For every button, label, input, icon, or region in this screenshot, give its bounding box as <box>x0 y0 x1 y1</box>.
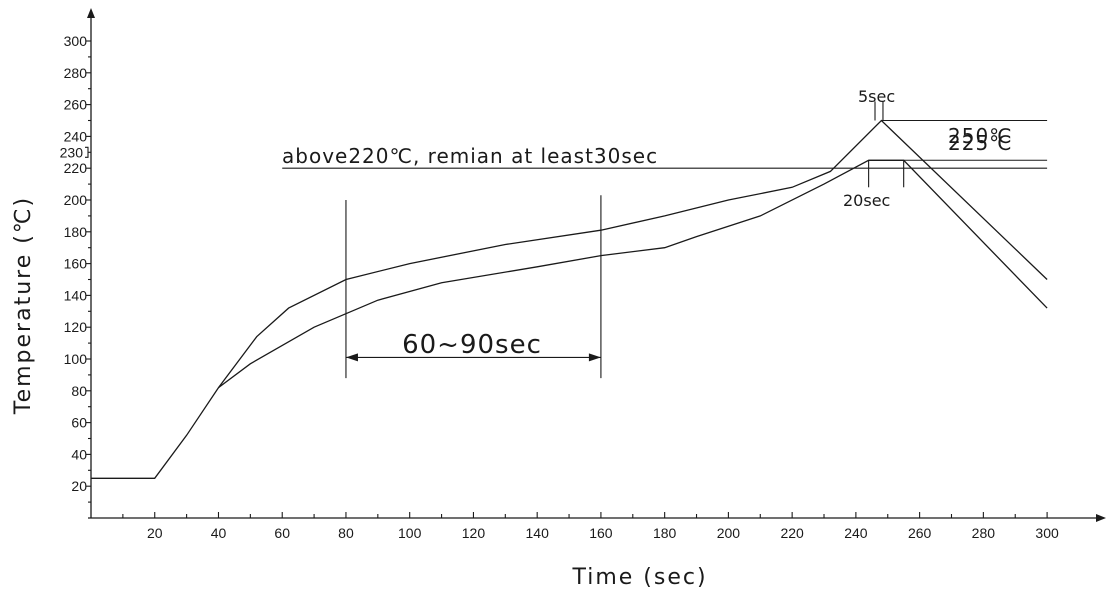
series-group <box>91 119 1048 479</box>
x-tick-label-240: 240 <box>844 525 868 541</box>
x-tick-label-120: 120 <box>462 525 486 541</box>
y-tick-label-160: 160 <box>64 256 88 272</box>
y-tick-label-100: 100 <box>64 351 88 367</box>
y-tick-label-140: 140 <box>64 287 88 303</box>
y-tick-label-240: 240 <box>64 128 88 144</box>
above-220-label: above220℃, remian at least30sec <box>282 144 658 168</box>
x-tick-label-40: 40 <box>211 525 227 541</box>
y-tick-label-230: 230 <box>60 144 84 160</box>
soak-arrow-right-head <box>588 353 601 362</box>
series-curve-1 <box>91 119 1048 479</box>
x-tick-label-80: 80 <box>338 525 354 541</box>
x-tick-label-200: 200 <box>717 525 741 541</box>
soak-window-label: 60~90sec <box>402 330 542 360</box>
x-tick-label-280: 280 <box>972 525 996 541</box>
x-tick-label-20: 20 <box>147 525 163 541</box>
plateau-time-label: 20sec <box>843 191 890 210</box>
y-axis-arrow <box>87 8 95 18</box>
peak-time-label: 5sec <box>858 87 895 106</box>
annotations: above220℃, remian at least30sec 60~90sec… <box>282 87 1048 379</box>
y-tick-label-300: 300 <box>64 33 88 49</box>
y-tick-label-280: 280 <box>64 65 88 81</box>
x-ticks: 20 40 60 80 100 120 140 160 180 200 220 240 260 280 30… <box>122 512 1059 541</box>
x-tick-label-100: 100 <box>398 525 422 541</box>
y-tick-label-80: 80 <box>71 383 87 399</box>
plateau-225-label: 225℃ <box>948 131 1013 155</box>
x-tick-label-160: 160 <box>589 525 613 541</box>
x-tick-label-60: 60 <box>274 525 290 541</box>
series-curve-2 <box>218 159 1048 389</box>
x-axis-arrow <box>1096 514 1106 522</box>
y-tick-label-40: 40 <box>71 446 87 462</box>
soak-arrow-left-head <box>345 353 358 362</box>
x-tick-label-220: 220 <box>780 525 804 541</box>
y-tick-label-120: 120 <box>64 319 88 335</box>
y-tick-label-220: 220 <box>64 160 88 176</box>
x-axis-title: Time (sec) <box>571 565 707 590</box>
axes <box>87 8 1106 522</box>
x-tick-label-300: 300 <box>1035 525 1059 541</box>
x-tick-label-260: 260 <box>908 525 932 541</box>
x-tick-label-140: 140 <box>526 525 550 541</box>
peak-250-label: 250℃ <box>948 124 1013 148</box>
y-tick-bracket-230 <box>85 146 89 158</box>
y-tick-label-260: 260 <box>64 97 88 113</box>
x-tick-label-180: 180 <box>653 525 677 541</box>
y-axis-title: Temperature (℃) <box>11 196 36 415</box>
y-tick-label-200: 200 <box>64 192 88 208</box>
y-tick-label-60: 60 <box>71 415 87 431</box>
y-ticks: 20 40 60 80 100 120 140 160 180 200 220 240 260 280 30… <box>60 33 91 503</box>
y-tick-label-20: 20 <box>71 478 87 494</box>
y-tick-label-180: 180 <box>64 224 88 240</box>
